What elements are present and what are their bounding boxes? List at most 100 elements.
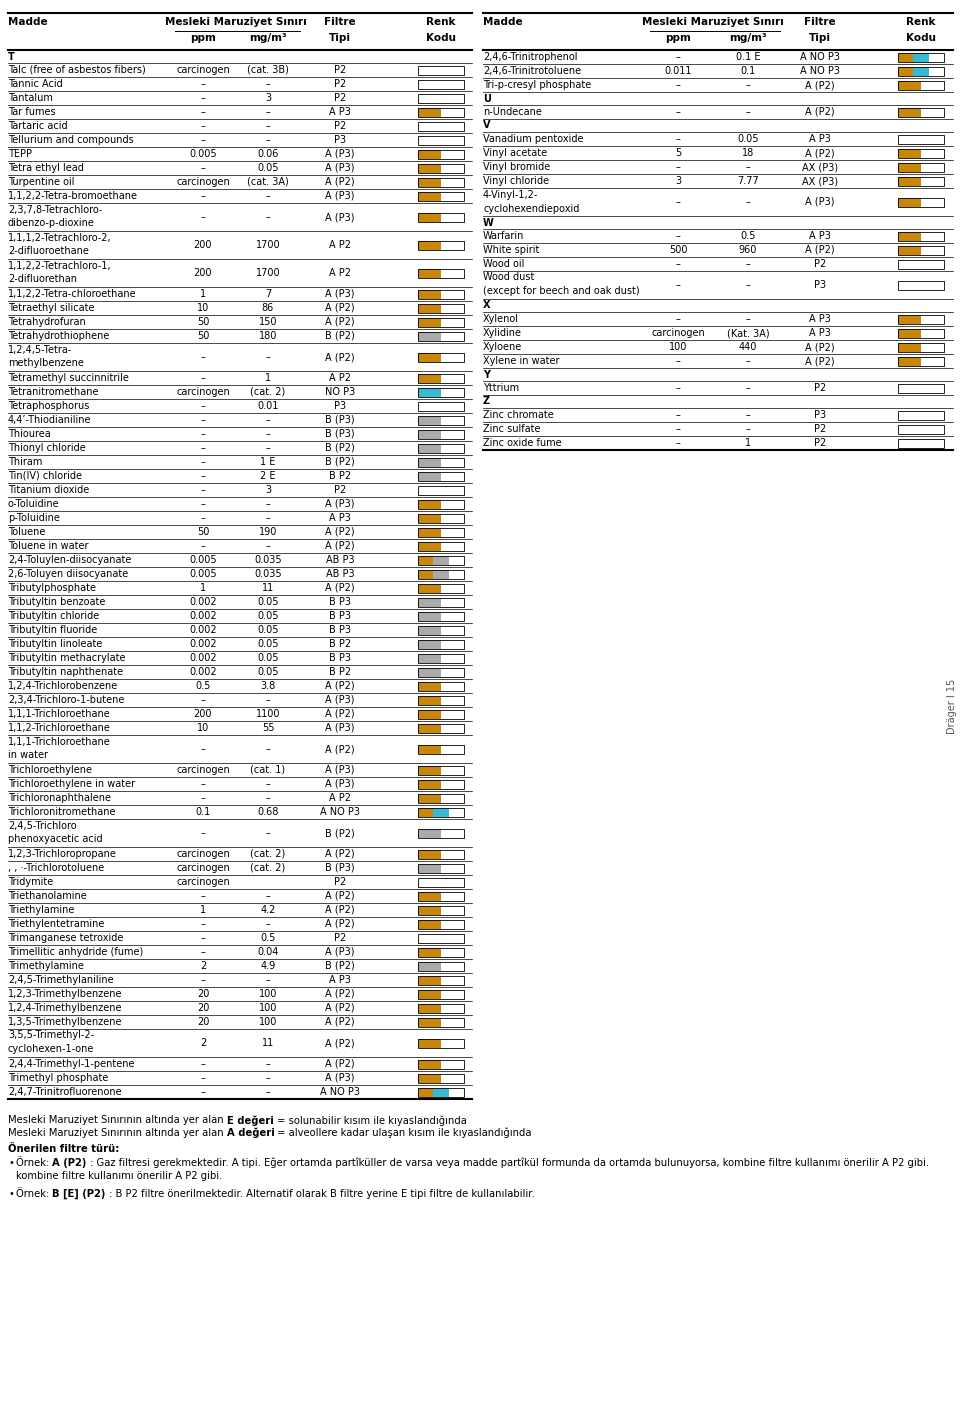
Text: Thionyl chloride: Thionyl chloride (8, 443, 85, 453)
Bar (448, 807, 464, 817)
Text: 440: 440 (739, 342, 757, 352)
Text: –: – (266, 212, 271, 222)
Bar (898, 315, 944, 323)
Text: 1,1,1-Trichloroethane: 1,1,1-Trichloroethane (8, 737, 110, 747)
Bar (441, 1018, 464, 1026)
Bar (441, 388, 464, 396)
Text: n-Undecane: n-Undecane (483, 107, 541, 117)
Text: –: – (201, 793, 205, 803)
Text: 4-Vinyl-1,2-: 4-Vinyl-1,2- (483, 190, 539, 200)
Bar (418, 1087, 464, 1097)
Text: –: – (746, 107, 751, 117)
Text: –: – (201, 934, 205, 943)
Text: 2,6-Toluyen diisocyanate: 2,6-Toluyen diisocyanate (8, 569, 129, 579)
Text: 1,2,3-Trichloropropane: 1,2,3-Trichloropropane (8, 849, 117, 859)
Text: –: – (201, 415, 205, 425)
Bar (898, 281, 944, 290)
Bar (898, 177, 921, 186)
Text: Örnek:: Örnek: (16, 1159, 53, 1168)
Text: Mesleki Maruziyet Sınırının altında yer alan: Mesleki Maruziyet Sınırının altında yer … (8, 1128, 227, 1137)
Text: TEPP: TEPP (8, 149, 32, 159)
Bar (441, 541, 464, 551)
Text: 0.06: 0.06 (257, 149, 278, 159)
Bar (898, 135, 944, 143)
Text: 200: 200 (194, 269, 212, 278)
Text: Wood dust: Wood dust (483, 273, 535, 283)
Text: –: – (266, 695, 271, 704)
Text: Titanium dioxide: Titanium dioxide (8, 485, 89, 495)
Bar (418, 877, 464, 887)
Text: 960: 960 (739, 245, 757, 254)
Text: Renk: Renk (906, 17, 936, 27)
Bar (898, 411, 944, 419)
Text: A (P2): A (P2) (325, 527, 355, 537)
Bar (418, 765, 464, 775)
Bar (913, 66, 928, 76)
Bar (441, 304, 464, 312)
Text: 0.05: 0.05 (737, 134, 758, 143)
Text: Tin(IV) chloride: Tin(IV) chloride (8, 471, 82, 481)
Text: –: – (201, 429, 205, 439)
Text: 0.5: 0.5 (195, 681, 210, 690)
Text: Tributyltin linoleate: Tributyltin linoleate (8, 638, 103, 650)
Text: Triethanolamine: Triethanolamine (8, 891, 86, 901)
Text: A (P2): A (P2) (805, 80, 835, 90)
Text: Toluene: Toluene (8, 527, 45, 537)
Bar (441, 1039, 464, 1047)
Text: 5: 5 (675, 148, 682, 157)
Bar (418, 94, 464, 103)
Bar (418, 948, 441, 956)
Text: A (P2): A (P2) (325, 177, 355, 187)
Text: Filtre: Filtre (324, 17, 356, 27)
Text: 1,1,1-Trichloroethane: 1,1,1-Trichloroethane (8, 709, 110, 718)
Bar (418, 163, 464, 173)
Text: –: – (266, 779, 271, 789)
Text: 1: 1 (200, 905, 206, 915)
Bar (418, 583, 464, 592)
Text: 2,4,6-Trinitrotoluene: 2,4,6-Trinitrotoluene (483, 66, 581, 76)
Text: 0.1: 0.1 (740, 66, 756, 76)
Bar (418, 1039, 441, 1047)
Bar (418, 863, 441, 873)
Bar (898, 343, 944, 352)
Bar (418, 976, 464, 984)
Text: Trimanganese tetroxide: Trimanganese tetroxide (8, 934, 124, 943)
Text: –: – (201, 891, 205, 901)
Bar (441, 583, 464, 592)
Text: 2-difluoroethane: 2-difluoroethane (8, 246, 89, 256)
Bar (418, 612, 464, 620)
Text: –: – (201, 974, 205, 986)
Bar (898, 52, 944, 62)
Bar (898, 197, 944, 207)
Bar (418, 135, 464, 145)
Text: –: – (266, 135, 271, 145)
Bar (418, 626, 441, 634)
Bar (898, 439, 944, 447)
Bar (418, 374, 441, 382)
Bar (898, 260, 944, 269)
Text: A (P2): A (P2) (325, 1059, 355, 1069)
Text: Talc (free of asbestos fibers): Talc (free of asbestos fibers) (8, 65, 146, 75)
Text: Trichloroethylene: Trichloroethylene (8, 765, 92, 775)
Text: A NO P3: A NO P3 (800, 66, 840, 76)
Text: Xylenol: Xylenol (483, 314, 519, 323)
Text: White spirit: White spirit (483, 245, 540, 254)
Bar (441, 374, 464, 382)
Text: (except for beech and oak dust): (except for beech and oak dust) (483, 287, 639, 297)
Text: Toluene in water: Toluene in water (8, 541, 88, 551)
Bar (418, 499, 464, 509)
Bar (418, 212, 464, 222)
Text: Vinyl acetate: Vinyl acetate (483, 148, 547, 157)
Text: Vanadium pentoxide: Vanadium pentoxide (483, 134, 584, 143)
Text: 0.1 E: 0.1 E (735, 52, 760, 62)
Bar (418, 1039, 464, 1047)
Bar (418, 541, 441, 551)
Text: Tipi: Tipi (329, 32, 351, 44)
Text: 20: 20 (197, 1002, 209, 1012)
Text: P2: P2 (334, 121, 347, 131)
Bar (418, 779, 441, 789)
Bar (418, 962, 441, 970)
Text: 20: 20 (197, 1017, 209, 1026)
Text: 0.002: 0.002 (189, 666, 217, 678)
Text: Xylidine: Xylidine (483, 328, 522, 337)
